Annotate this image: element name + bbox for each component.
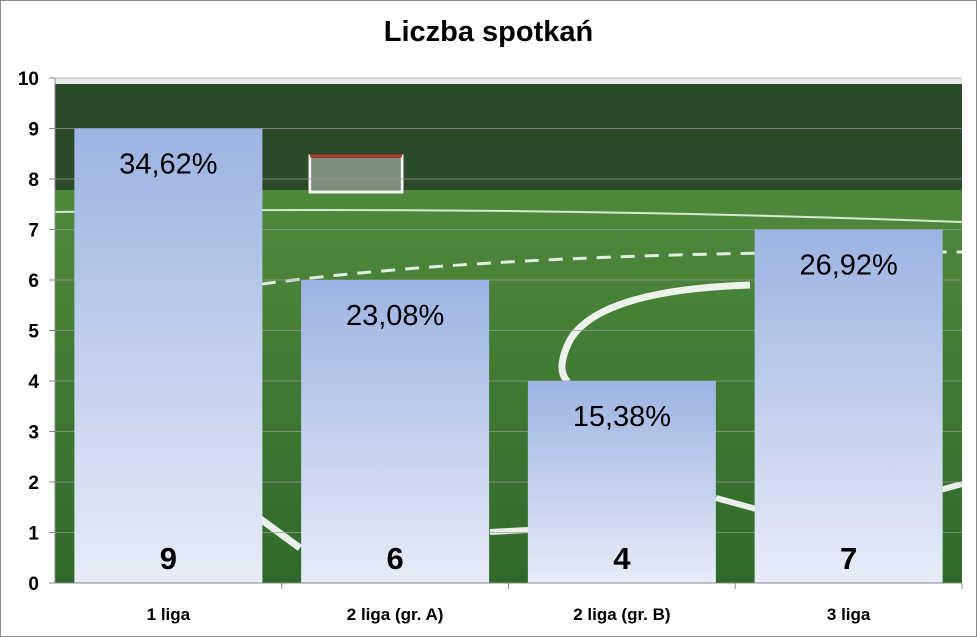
percent-label: 23,08% — [346, 300, 444, 332]
y-tick-label: 4 — [28, 372, 39, 393]
goal-net-icon — [308, 154, 404, 194]
value-label: 9 — [160, 541, 177, 576]
bar — [74, 128, 263, 583]
percent-label: 26,92% — [799, 250, 897, 282]
y-tick-label: 8 — [28, 170, 39, 191]
value-label: 6 — [387, 541, 404, 576]
y-tick-label: 10 — [18, 69, 39, 90]
y-tick-label: 3 — [28, 423, 39, 444]
y-tick-label: 9 — [28, 120, 39, 141]
y-tick-label: 7 — [28, 221, 39, 242]
bar — [301, 280, 490, 583]
y-axis: 0 1 2 3 4 5 6 7 8 9 10 — [18, 69, 55, 595]
y-tick-label: 6 — [28, 271, 39, 292]
bar-series — [74, 128, 943, 583]
percent-label: 34,62% — [119, 149, 217, 181]
value-label: 7 — [840, 541, 857, 576]
bar — [754, 229, 943, 583]
x-tick-label: 2 liga (gr. A) — [347, 605, 444, 624]
value-label: 4 — [613, 541, 631, 576]
percent-label: 15,38% — [573, 401, 671, 433]
percent-labels: 34,62% 23,08% 15,38% 26,92% — [119, 149, 898, 434]
value-labels: 9 6 4 7 — [160, 541, 858, 576]
chart-title: Liczba spotkań — [383, 16, 594, 48]
x-tick-label: 2 liga (gr. B) — [573, 605, 670, 624]
x-tick-label: 1 liga — [147, 605, 191, 624]
bar — [527, 381, 716, 583]
y-tick-label: 2 — [28, 473, 39, 494]
y-tick-label: 5 — [28, 322, 39, 343]
x-axis: 1 liga 2 liga (gr. A) 2 liga (gr. B) 3 liga — [147, 583, 963, 624]
x-tick-label: 3 liga — [827, 605, 871, 624]
y-tick-label: 1 — [28, 524, 39, 545]
y-tick-label: 0 — [28, 574, 39, 595]
